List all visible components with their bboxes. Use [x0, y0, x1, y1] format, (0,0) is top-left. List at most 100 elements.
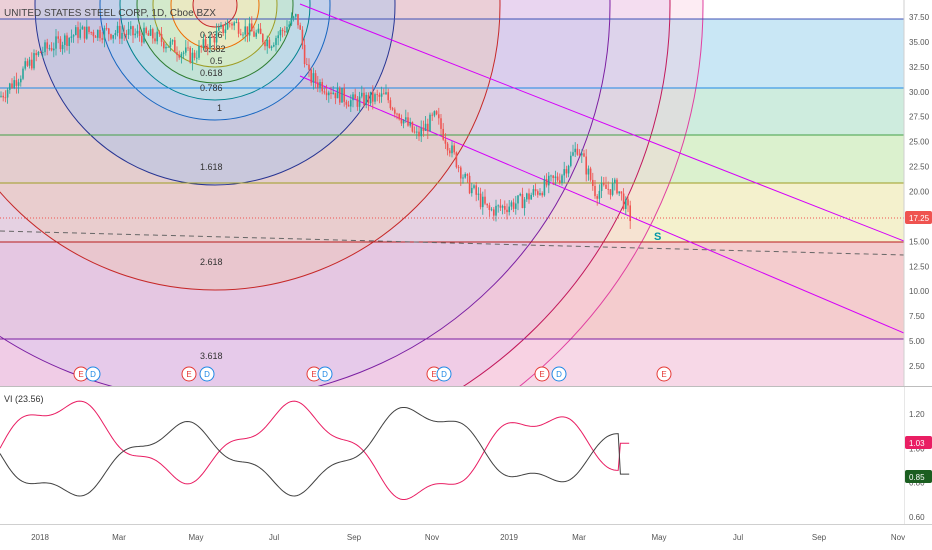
candle-body: [332, 92, 334, 94]
candle-body: [609, 189, 612, 195]
candle-body: [317, 82, 319, 88]
candle-body: [112, 35, 114, 39]
candle-body: [222, 24, 224, 34]
candle-body: [75, 27, 77, 36]
candle-body: [585, 156, 587, 175]
candle-body: [257, 28, 260, 33]
candle-body: [224, 29, 227, 34]
candle-body: [237, 22, 240, 34]
dividend-marker[interactable]: D: [85, 366, 101, 382]
candle-body: [297, 14, 299, 26]
indicator-pane[interactable]: VI (23.56) 1.201.000.800.60 1.03 0.85: [0, 387, 932, 524]
candle-body: [187, 47, 189, 49]
earnings-marker[interactable]: E: [181, 366, 197, 382]
time-tick-label: Mar: [112, 533, 126, 542]
indicator-tick-label: 0.80: [909, 479, 925, 488]
candle-body: [275, 38, 277, 45]
candle-body: [372, 91, 374, 102]
split-marker[interactable]: S: [654, 231, 661, 243]
candle-body: [246, 26, 249, 36]
price-tick-label: 15.00: [909, 237, 930, 246]
candle-body: [178, 54, 180, 58]
price-tick-label: 35.00: [909, 38, 930, 47]
price-tick-label: 30.00: [909, 88, 930, 97]
candle-body: [176, 52, 178, 55]
earnings-marker[interactable]: E: [73, 366, 89, 382]
candle-body: [411, 121, 414, 132]
candle-body: [154, 38, 156, 42]
candle-body: [614, 179, 616, 184]
candle-body: [303, 44, 306, 65]
candle-body: [165, 46, 167, 49]
candle-body: [158, 31, 161, 35]
fib-label-0236: 0.236: [200, 30, 223, 40]
candle-body: [259, 28, 262, 35]
candle-body: [130, 26, 132, 30]
candle-body: [528, 193, 530, 200]
price-pane[interactable]: 0.236 0.382 0.5 0.618 0.786 1 1.618 2.61…: [0, 0, 904, 493]
candle-body: [57, 36, 59, 39]
price-tick-label: 20.00: [909, 188, 930, 197]
dashed-trend-line[interactable]: [0, 230, 904, 256]
candle-body: [134, 33, 136, 36]
candle-body: [108, 28, 110, 35]
candle-body: [273, 44, 275, 47]
candle-body: [198, 45, 200, 58]
candle-body: [99, 29, 101, 39]
fib-label-0618: 0.618: [200, 68, 223, 78]
candle-body: [336, 87, 339, 99]
dividend-marker[interactable]: D: [199, 366, 215, 382]
earnings-marker[interactable]: E: [656, 366, 672, 382]
candle-body: [464, 173, 466, 178]
candle-body: [255, 32, 257, 37]
marker-label: E: [311, 370, 316, 379]
candle-body: [42, 52, 44, 53]
candle-body: [299, 25, 301, 30]
candle-body: [424, 123, 427, 132]
candle-body: [70, 36, 73, 38]
candle-body: [563, 169, 565, 176]
candle-body: [180, 53, 183, 58]
time-axis[interactable]: 2018 Mar May Jul Sep Nov 2019 Mar May Jul Sep Nov: [0, 524, 932, 543]
candle-body: [495, 205, 497, 216]
candle-body: [605, 184, 607, 189]
last-price-badge: [905, 211, 932, 224]
candle-body: [266, 39, 268, 47]
price-axis[interactable]: 37.50 35.00 32.50 30.00 27.50 25.00 22.50 20.00…: [903, 0, 932, 524]
earnings-marker[interactable]: E: [534, 366, 550, 382]
candle-body: [44, 42, 46, 53]
candle-body: [231, 23, 233, 26]
candle-body: [92, 32, 95, 37]
dividend-marker[interactable]: D: [436, 366, 452, 382]
candle-body: [295, 14, 297, 17]
time-tick-label: Sep: [347, 533, 362, 542]
candle-body: [13, 80, 15, 88]
dividend-marker[interactable]: D: [551, 366, 567, 382]
candle-body: [530, 194, 532, 200]
candle-body: [24, 61, 26, 69]
fib-band-6: [0, 339, 904, 386]
candle-body: [325, 92, 328, 96]
fib-circle-3618: [0, 0, 671, 386]
fib-circle-2618: [0, 0, 611, 386]
candle-body: [270, 46, 273, 48]
candle-body: [394, 109, 396, 114]
dividend-marker[interactable]: D: [317, 366, 333, 382]
candle-body: [596, 196, 598, 199]
candle-body: [523, 199, 526, 209]
candle-body: [438, 114, 440, 119]
candle-body: [204, 39, 207, 48]
vi-minus-badge-label: 0.85: [909, 473, 925, 482]
marker-label: D: [90, 370, 96, 379]
candle-body: [200, 45, 202, 48]
channel-lower-line[interactable]: [299, 75, 904, 334]
candle-body: [559, 180, 561, 183]
marker-label: D: [204, 370, 210, 379]
fib-label-3618: 3.618: [200, 351, 223, 361]
candle-body: [416, 131, 418, 133]
candle-body: [497, 205, 499, 207]
trend-channel[interactable]: [299, 3, 904, 334]
channel-upper-line[interactable]: [299, 3, 904, 242]
